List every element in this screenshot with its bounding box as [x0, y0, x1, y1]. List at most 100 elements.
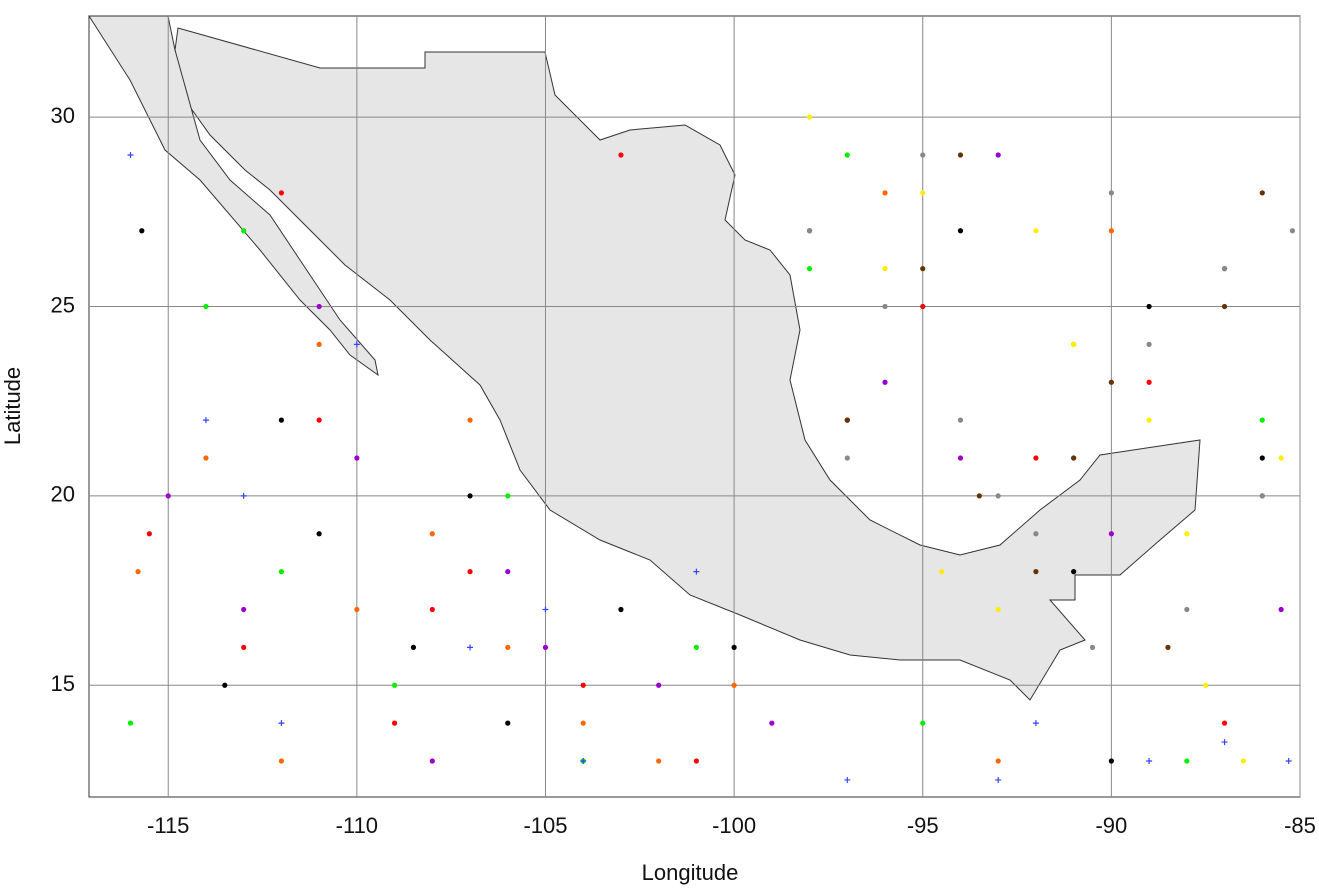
data-point	[580, 682, 586, 688]
data-point	[939, 569, 945, 575]
data-point	[542, 644, 549, 650]
data-point	[844, 152, 850, 158]
data-point	[1071, 569, 1077, 575]
data-point	[1089, 644, 1096, 650]
x-tick-label: -105	[523, 813, 567, 838]
x-tick-label: -95	[907, 813, 939, 838]
data-point	[467, 417, 473, 423]
x-tick-label: -110	[336, 813, 378, 838]
data-point	[995, 493, 1001, 499]
data-point	[882, 303, 888, 310]
data-point	[618, 152, 624, 158]
data-point	[222, 682, 228, 688]
data-point	[580, 758, 587, 765]
data-point	[731, 682, 737, 688]
data-point	[354, 455, 360, 461]
basemap	[88, 15, 1201, 701]
data-point	[1108, 379, 1114, 385]
data-point	[316, 531, 322, 537]
data-point	[1221, 739, 1228, 746]
data-point	[1146, 379, 1152, 385]
data-point	[542, 606, 549, 613]
data-point	[995, 758, 1001, 764]
data-point	[1146, 758, 1153, 765]
data-point	[806, 114, 813, 120]
data-point	[241, 228, 247, 234]
y-tick-label: 20	[51, 482, 75, 507]
data-point	[467, 569, 473, 575]
data-point	[1240, 758, 1247, 764]
data-point	[1289, 228, 1296, 234]
data-point	[316, 341, 322, 347]
data-point	[1259, 493, 1265, 499]
data-point	[505, 493, 511, 499]
data-point	[316, 303, 322, 310]
data-point	[1146, 417, 1152, 423]
data-point	[146, 531, 152, 537]
data-point	[202, 417, 209, 424]
data-point	[505, 644, 511, 650]
data-point	[241, 644, 247, 650]
data-point	[844, 776, 851, 783]
data-point	[1108, 531, 1114, 537]
data-point	[1221, 720, 1228, 726]
data-point	[203, 455, 209, 461]
data-point	[806, 228, 813, 234]
data-point	[391, 720, 398, 726]
data-point	[957, 417, 964, 423]
data-point	[1259, 190, 1265, 196]
x-tick-label: -85	[1284, 813, 1316, 838]
data-point	[1032, 720, 1039, 727]
data-point	[1165, 644, 1171, 650]
data-point	[467, 493, 473, 499]
data-point	[1184, 531, 1190, 537]
data-point	[1071, 341, 1077, 347]
data-point	[241, 606, 247, 613]
data-point	[127, 720, 134, 726]
data-point	[1108, 758, 1114, 764]
data-point	[976, 493, 982, 499]
data-point	[920, 190, 926, 196]
data-point	[769, 720, 775, 726]
y-tick-label: 15	[51, 671, 75, 696]
data-point	[1146, 341, 1152, 347]
data-point	[1259, 455, 1265, 461]
data-point	[165, 493, 171, 499]
data-point	[882, 266, 888, 272]
data-point	[882, 190, 888, 196]
data-point	[844, 455, 850, 461]
data-point	[1221, 266, 1228, 272]
data-point	[957, 455, 964, 461]
data-point	[1033, 455, 1039, 461]
data-point	[429, 531, 435, 537]
data-point	[354, 606, 360, 613]
data-point	[618, 606, 624, 613]
data-point	[693, 758, 699, 764]
data-point	[1033, 569, 1039, 575]
data-point	[920, 266, 926, 272]
data-point	[505, 720, 511, 726]
data-point	[135, 569, 141, 575]
data-point	[1278, 455, 1284, 461]
data-point	[995, 776, 1002, 783]
data-point	[957, 152, 964, 158]
data-point	[844, 417, 850, 423]
data-point	[1033, 228, 1039, 234]
data-point	[203, 303, 209, 310]
y-axis-title: Latitude	[0, 367, 25, 445]
data-point	[316, 417, 322, 423]
data-point	[278, 417, 285, 423]
data-point	[1259, 417, 1265, 423]
y-tick-label: 30	[51, 103, 75, 128]
x-tick-label: -100	[712, 813, 756, 838]
data-point	[240, 492, 247, 499]
data-point	[920, 720, 926, 726]
data-point	[278, 190, 285, 196]
data-point	[1108, 228, 1114, 234]
baja-california	[88, 15, 379, 377]
data-point	[278, 569, 285, 575]
data-point	[1184, 758, 1190, 764]
data-point	[995, 152, 1001, 158]
y-tick-label: 25	[51, 292, 75, 317]
data-point	[391, 682, 398, 688]
